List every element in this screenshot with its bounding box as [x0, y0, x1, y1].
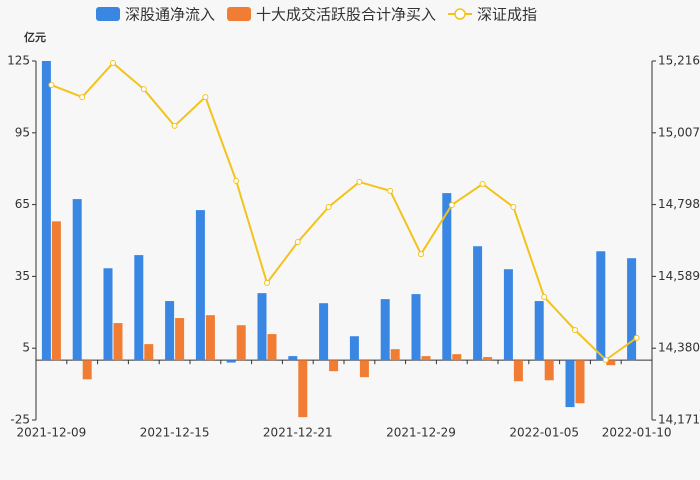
line-point [448, 201, 455, 208]
bar [575, 360, 585, 404]
bar [483, 357, 493, 361]
line-point [110, 60, 116, 67]
legend-label: 深证成指 [477, 6, 537, 24]
bar [103, 268, 113, 361]
bar [421, 356, 431, 361]
bar [627, 258, 637, 361]
y2-tick-label: 14,380 [658, 341, 700, 355]
bar [411, 294, 421, 361]
line-point [510, 204, 517, 211]
bar [51, 221, 61, 361]
line-point [572, 326, 578, 333]
bar [41, 61, 51, 361]
bar [288, 356, 298, 361]
y2-tick-label: 14,171 [658, 413, 700, 427]
bar [596, 251, 606, 361]
legend-label: 深股通净流入 [125, 6, 215, 24]
line-point [325, 204, 332, 211]
bar [226, 360, 236, 363]
bar [134, 255, 144, 361]
bar [503, 269, 513, 361]
bar [298, 360, 308, 418]
bar [257, 293, 267, 361]
x-tick-label: 2021-12-15 [140, 426, 210, 440]
line-point [602, 356, 609, 363]
legend-label: 十大成交活跃股合计净买入 [256, 6, 436, 24]
y-tick-label: 125 [7, 54, 30, 68]
legend-swatch [96, 7, 120, 21]
y-axis-label: 亿元 [24, 30, 46, 44]
bar [165, 301, 175, 361]
line-point [541, 294, 548, 301]
bar [380, 299, 390, 361]
bar [349, 336, 359, 361]
bar [113, 323, 123, 361]
x-tick-label: 2022-01-10 [602, 426, 672, 440]
line-point [633, 334, 640, 341]
bar [513, 360, 523, 382]
line-point [264, 279, 270, 286]
bar [175, 318, 185, 361]
y-tick-label: 95 [15, 125, 30, 139]
bar [82, 360, 92, 380]
bar [544, 360, 554, 381]
line-point [140, 86, 147, 93]
bar [565, 360, 575, 408]
y-tick-label: 35 [15, 269, 30, 283]
bar [390, 349, 400, 361]
bar [144, 344, 154, 361]
bar [236, 325, 246, 361]
line-point [387, 187, 394, 194]
y-tick-label: 65 [15, 197, 30, 211]
line-point [171, 122, 178, 129]
x-tick-label: 2021-12-09 [17, 426, 87, 440]
line-point [233, 177, 240, 184]
line-point [48, 82, 55, 89]
y2-tick-label: 15,216 [658, 54, 700, 68]
line-point [79, 94, 86, 101]
bar [329, 360, 339, 372]
line-point [202, 94, 209, 101]
line-point [356, 178, 363, 185]
bar [442, 193, 452, 361]
line [51, 61, 638, 362]
legend-swatch [454, 8, 466, 20]
x-tick-label: 2021-12-21 [263, 426, 333, 440]
y-tick-label: 5 [22, 341, 30, 355]
bar [319, 303, 329, 361]
x-tick-label: 2021-12-29 [386, 426, 456, 440]
y2-tick-label: 15,007 [658, 125, 700, 139]
bar [72, 199, 82, 361]
bar [606, 360, 616, 366]
bar [205, 315, 215, 361]
bar [534, 301, 544, 361]
line-point [294, 239, 301, 246]
line-point [479, 180, 486, 187]
bar [473, 246, 483, 361]
line-point [418, 251, 424, 258]
bar [359, 360, 369, 378]
y-tick-label: -25 [10, 413, 30, 427]
bar [452, 354, 462, 361]
y2-tick-label: 14,589 [658, 269, 700, 283]
x-tick-label: 2022-01-05 [509, 426, 579, 440]
legend-swatch [227, 7, 252, 21]
y2-tick-label: 14,798 [658, 197, 700, 211]
bar [195, 210, 205, 361]
bar [267, 334, 277, 361]
